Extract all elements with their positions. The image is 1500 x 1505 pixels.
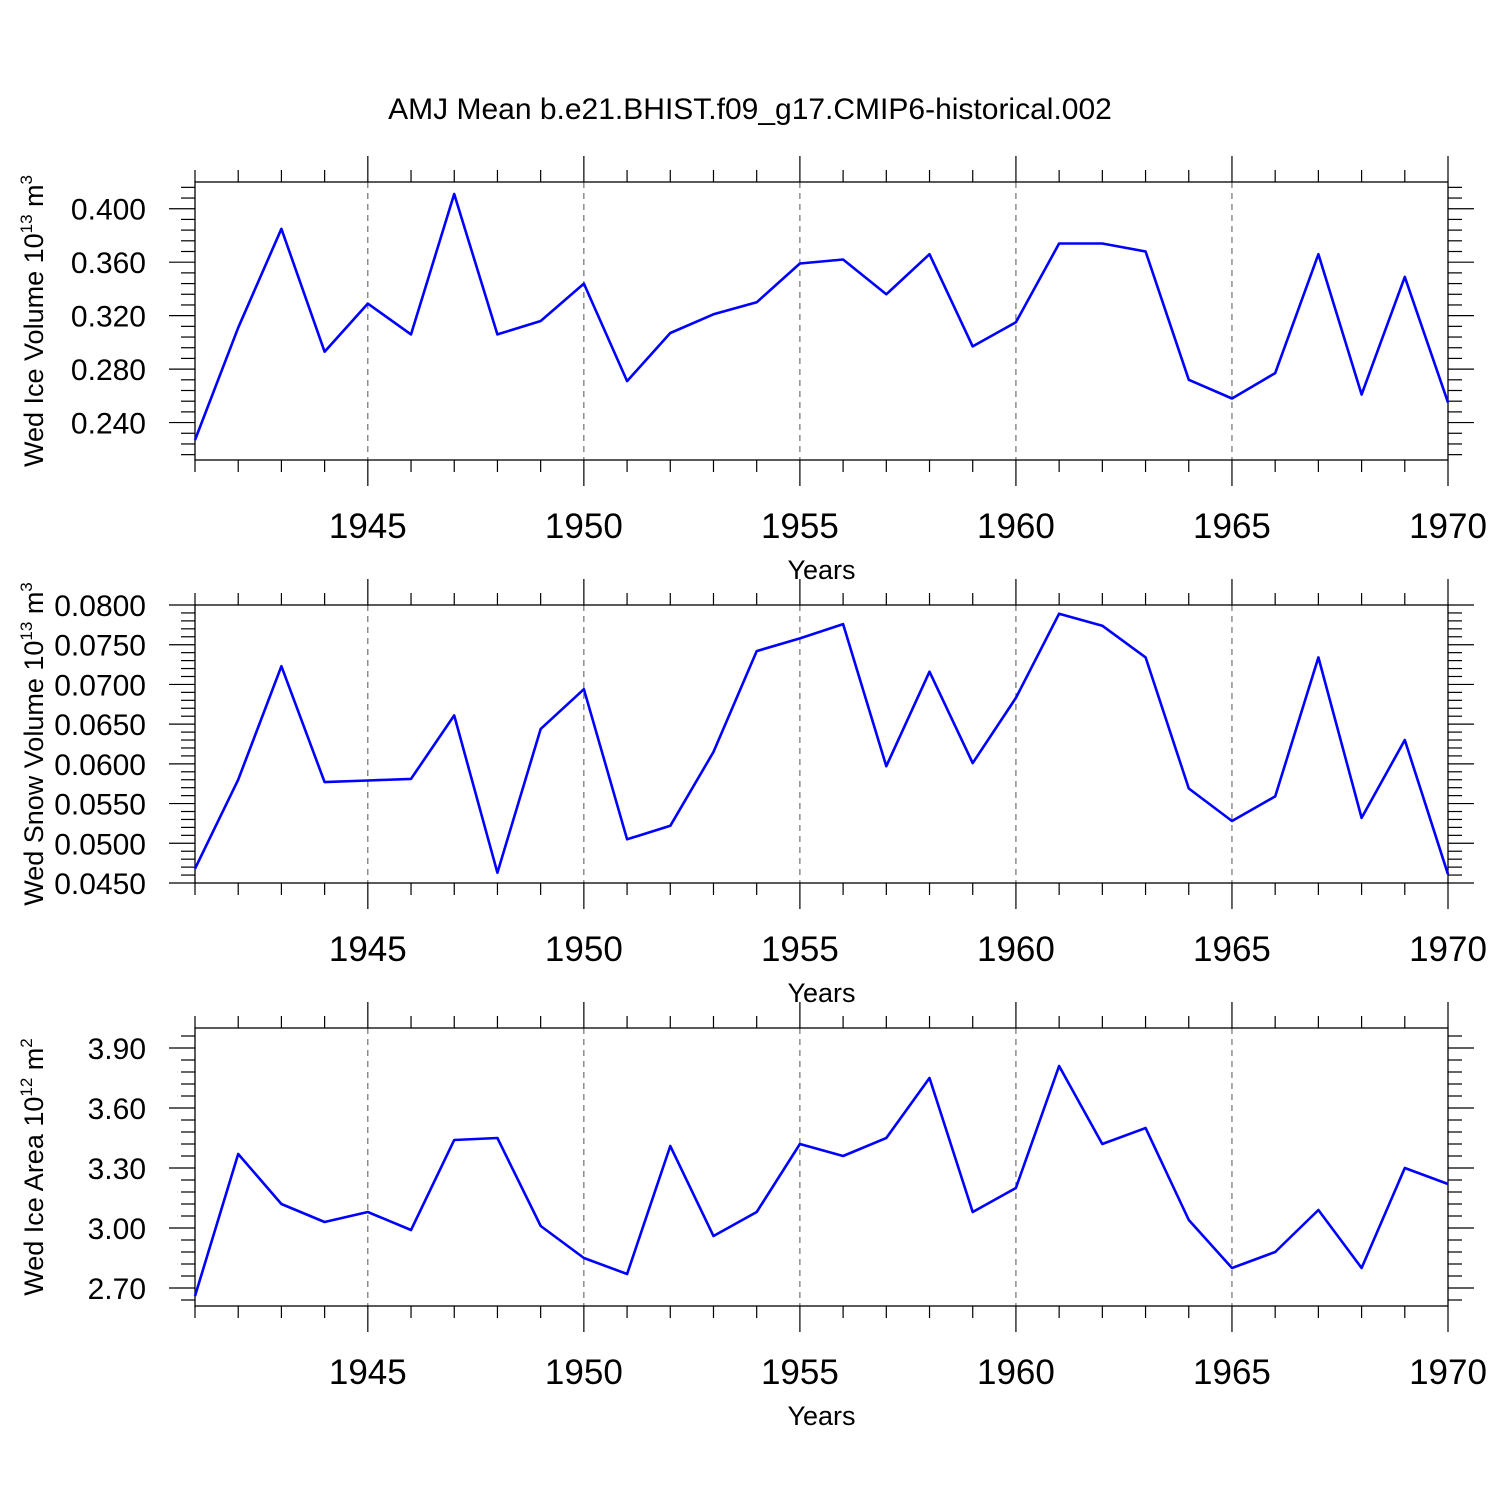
y-tick-label: 0.320 — [71, 301, 146, 334]
x-tick-label: 1955 — [761, 507, 839, 546]
y-tick-label: 3.30 — [88, 1153, 146, 1186]
panel-3: 2.70 3.00 3.30 3.60 3.90 1945 1950 1955 1960 1965… — [17, 1002, 1487, 1431]
y-tick-label: 3.90 — [88, 1033, 146, 1066]
x-axis-label: Years — [787, 1401, 855, 1431]
x-tick-label: 1970 — [1409, 1353, 1487, 1392]
y-tick-label: 0.0800 — [54, 590, 146, 623]
series-line-wed-ice-area — [193, 1064, 1449, 1297]
y-axis-label-unit-exponent: 2 — [17, 1038, 36, 1047]
plot-frame — [194, 181, 1449, 461]
x-tick-label: 1950 — [545, 930, 623, 969]
y-tick-label: 0.0600 — [54, 749, 146, 782]
x-tick-label: 1945 — [329, 930, 407, 969]
y-tick-label: 0.0500 — [54, 828, 146, 861]
y-tick-label: 0.0450 — [54, 868, 146, 901]
y-tick-label: 0.0750 — [54, 630, 146, 663]
y-axis-label-exponent: 12 — [17, 1078, 36, 1097]
x-tick-label: 1945 — [329, 507, 407, 546]
y-axis-label-text: Wed Snow Volume 10 — [19, 641, 49, 906]
x-tick-label: 1955 — [761, 930, 839, 969]
y-tick-label: 0.0650 — [54, 709, 146, 742]
x-tick-label: 1970 — [1409, 930, 1487, 969]
x-tick-label: 1960 — [977, 507, 1055, 546]
panel-2: 0.0450 0.0500 0.0550 0.0600 0.0650 0.0700 0.07… — [17, 579, 1487, 1008]
y-axis-label-text: Wed Ice Area 10 — [19, 1097, 49, 1296]
y-axis-label-unit: m — [19, 592, 49, 622]
y-axis-label-exponent: 13 — [17, 622, 36, 641]
x-tick-label: 1945 — [329, 1353, 407, 1392]
x-tick-label: 1960 — [977, 1353, 1055, 1392]
panel-1: 0.240 0.280 0.320 0.360 0.400 1945 1950 1955 196… — [17, 156, 1487, 585]
y-tick-label: 0.280 — [71, 354, 146, 387]
plot-frame — [194, 604, 1449, 884]
x-tick-label: 1950 — [545, 507, 623, 546]
y-tick-label: 0.0700 — [54, 669, 146, 702]
y-axis-label: Wed Snow Volume 1013 m3 — [17, 582, 49, 906]
x-axis-label: Years — [787, 555, 855, 585]
y-tick-label: 0.400 — [71, 194, 146, 227]
x-tick-label: 1965 — [1193, 507, 1271, 546]
y-axis-label-text: Wed Ice Volume 10 — [19, 233, 49, 467]
y-axis-label: Wed Ice Volume 1013 m3 — [17, 175, 49, 467]
y-tick-label: 3.00 — [88, 1213, 146, 1246]
y-axis-label: Wed Ice Area 1012 m2 — [17, 1038, 49, 1296]
x-axis-label: Years — [787, 978, 855, 1008]
x-tick-label: 1950 — [545, 1353, 623, 1392]
y-axis-label-unit: m — [19, 184, 49, 214]
y-tick-label: 2.70 — [88, 1273, 146, 1306]
y-tick-label: 0.240 — [71, 408, 146, 441]
y-tick-label: 3.60 — [88, 1093, 146, 1126]
y-tick-label: 0.360 — [71, 247, 146, 280]
y-tick-label: 0.0550 — [54, 789, 146, 822]
x-tick-label: 1970 — [1409, 507, 1487, 546]
y-axis-label-unit-exponent: 3 — [17, 175, 36, 184]
x-tick-label: 1965 — [1193, 930, 1271, 969]
x-tick-label: 1960 — [977, 930, 1055, 969]
figure-title: AMJ Mean b.e21.BHIST.f09_g17.CMIP6-histo… — [388, 93, 1112, 126]
series-line-wed-ice-volume — [193, 192, 1450, 441]
y-axis-label-unit-exponent: 3 — [17, 582, 36, 591]
y-axis-label-exponent: 13 — [17, 214, 36, 233]
plot-frame — [194, 1027, 1449, 1307]
x-tick-label: 1955 — [761, 1353, 839, 1392]
series-line-wed-snow-volume — [193, 612, 1450, 875]
y-axis-label-unit: m — [19, 1048, 49, 1078]
x-tick-label: 1965 — [1193, 1353, 1271, 1392]
